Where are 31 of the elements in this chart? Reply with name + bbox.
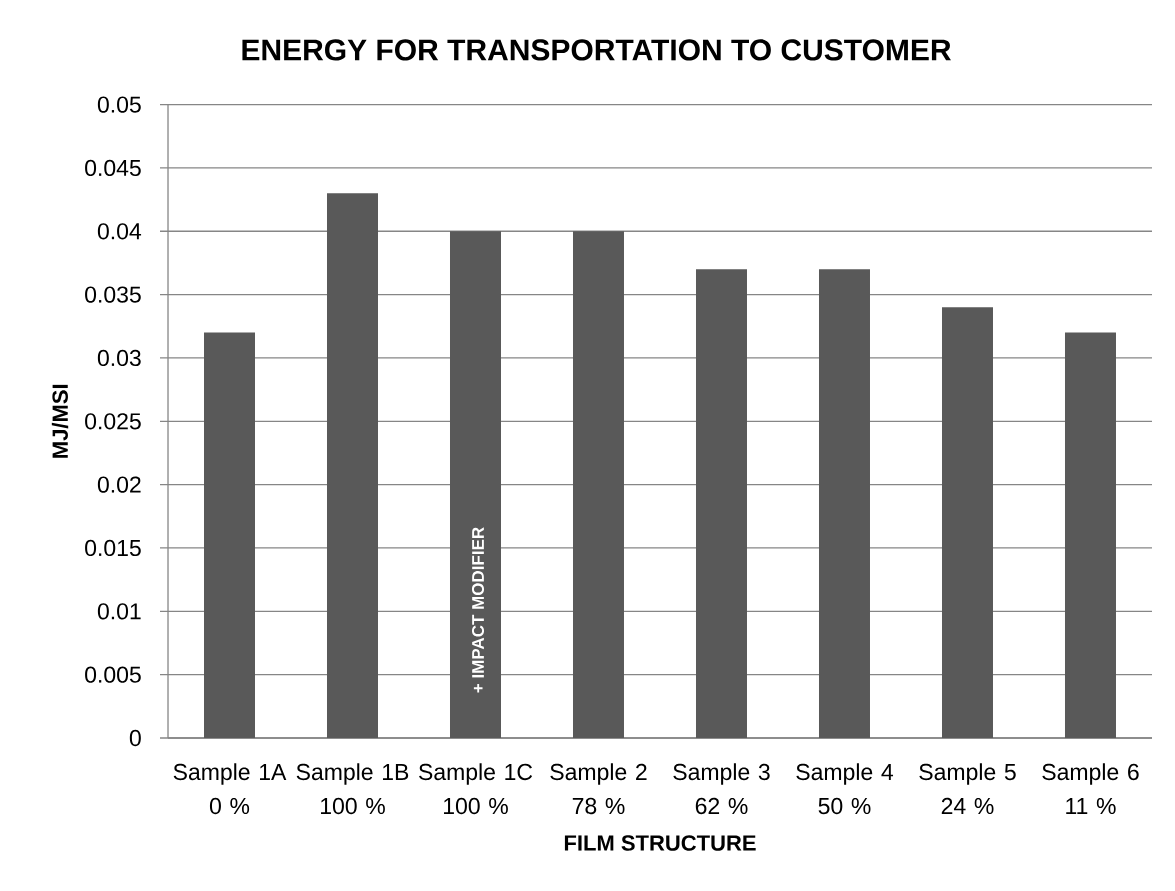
bar (327, 193, 378, 738)
x-tick-label: Sample 4 50 % (796, 763, 894, 815)
x-tick-label: Sample 1A 0 % (173, 763, 287, 815)
bar (818, 269, 870, 738)
x-tick-label: Sample 6 11 % (1042, 763, 1139, 815)
bar (204, 332, 255, 738)
bar (696, 269, 747, 738)
y-tick-label: 0.03 (97, 349, 141, 367)
y-tick-label: 0.025 (85, 413, 141, 430)
y-tick-label: 0.005 (85, 666, 141, 683)
x-axis-title: FILM STRUCTURE (564, 835, 756, 851)
x-tick-label: Sample 5 24 % (919, 763, 1016, 815)
bar (573, 231, 624, 738)
annotation: + IMPACT MODIFIER (471, 527, 485, 693)
y-tick-label: 0.045 (85, 159, 141, 177)
bar (450, 231, 501, 738)
y-tick-label: 0.05 (97, 96, 141, 113)
chart-title: ENERGY FOR TRANSPORTATION TO CUSTOMER (242, 39, 951, 61)
x-tick-label: Sample 1B 100 % (296, 763, 409, 815)
y-tick-label: 0 (129, 729, 141, 747)
y-tick-label: 0.015 (85, 539, 141, 557)
y-tick-label: 0.035 (85, 286, 141, 303)
y-axis-title: MJ/MSI (51, 384, 69, 458)
y-tick-label: 0.04 (97, 223, 142, 240)
y-tick-label: 0.02 (97, 476, 141, 493)
x-tick-label: Sample 1C 100 % (419, 763, 533, 815)
x-tick-label: Sample 2 78 % (550, 763, 647, 815)
y-tick-label: 0.01 (97, 603, 141, 620)
x-tick-label: Sample 3 62 % (673, 763, 770, 815)
bar (1064, 332, 1116, 738)
bar (941, 307, 993, 738)
